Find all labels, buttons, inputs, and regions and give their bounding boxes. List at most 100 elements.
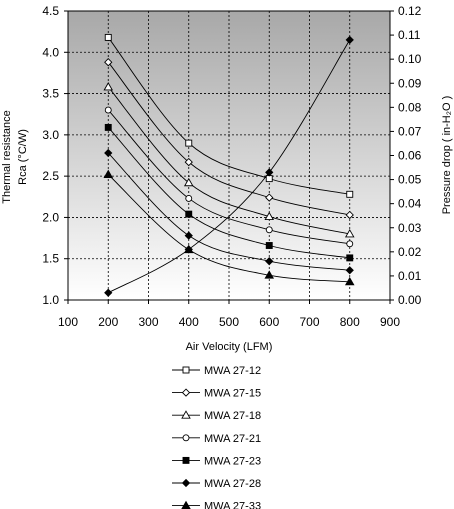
legend-marker xyxy=(181,388,191,397)
series-line xyxy=(107,61,350,216)
data-point-800 xyxy=(346,240,354,248)
legend-marker xyxy=(182,366,190,374)
legend-item: MWA 27-12 xyxy=(172,365,261,377)
data-point-600 xyxy=(264,211,275,221)
legend-item: MWA 27-21 xyxy=(172,433,261,445)
series-line xyxy=(107,174,350,283)
data-point-400 xyxy=(184,245,193,254)
data-point-600 xyxy=(265,168,274,177)
y-left-tick-label: 4.0 xyxy=(42,45,59,59)
x-axis-label: Air Velocity (LFM) xyxy=(186,341,273,353)
y-right-tick-label: 0.09 xyxy=(398,76,422,90)
y-axis-label-right: Pressure drop ( in-H₂O ) xyxy=(441,96,453,215)
data-point-400 xyxy=(184,231,193,240)
data-point-800 xyxy=(346,254,354,262)
series-mwa-27-18 xyxy=(103,82,355,238)
data-point-400 xyxy=(185,139,193,147)
data-point-200 xyxy=(104,123,112,131)
data-point-600 xyxy=(264,270,275,279)
legend-item: MWA 27-15 xyxy=(172,388,261,400)
data-point-600 xyxy=(265,257,274,266)
series-group xyxy=(103,33,355,297)
data-point-600 xyxy=(265,175,273,183)
y-left-tick-label: 2.5 xyxy=(42,169,59,183)
y-left-tick-label: 2.0 xyxy=(42,210,59,224)
data-point-400 xyxy=(185,194,193,202)
axes: 100 200 300 400 500 600 700 800 900 1.0 1.5 2.0 2.5 3… xyxy=(42,4,421,329)
data-point-800 xyxy=(345,35,354,45)
y-right-tick-label: 0.10 xyxy=(398,52,422,66)
x-tick-label: 200 xyxy=(98,315,118,329)
y-right-tick-label: 0.05 xyxy=(398,173,422,187)
series-line xyxy=(107,86,350,235)
y-left-tick-label: 1.0 xyxy=(42,293,59,307)
y-right-tick-label: 0.06 xyxy=(398,149,422,163)
y-right-tick-label: 0.03 xyxy=(398,221,422,235)
legend-item: MWA 27-28 xyxy=(172,478,261,490)
data-point-200 xyxy=(103,169,114,178)
x-tick-label: 900 xyxy=(380,315,400,329)
data-point-800 xyxy=(345,266,354,275)
data-point-200 xyxy=(104,106,112,114)
legend-item: MWA 27-18 xyxy=(172,410,261,422)
legend-label: MWA 27-28 xyxy=(204,478,261,490)
y-right-tick-label: 0.02 xyxy=(398,245,422,259)
data-point-800 xyxy=(345,210,354,220)
legend-label: MWA 27-18 xyxy=(204,410,261,422)
legend-item: MWA 27-23 xyxy=(172,455,261,467)
legend-label: MWA 27-23 xyxy=(204,455,261,467)
legend-label: MWA 27-33 xyxy=(204,501,261,509)
legend-marker xyxy=(182,456,190,464)
data-point-600 xyxy=(265,193,274,202)
legend-marker xyxy=(181,478,191,488)
legend-label: MWA 27-15 xyxy=(204,388,261,400)
y-right-tick-label: 0.01 xyxy=(398,269,422,283)
series-mwa-27-33 xyxy=(103,169,355,286)
x-tick-label: 400 xyxy=(179,315,199,329)
series-mwa-27-12 xyxy=(104,33,354,198)
y-right-tick-label: 0.11 xyxy=(398,28,421,42)
y-right-tick-label: 0.04 xyxy=(398,197,422,211)
data-point-600 xyxy=(265,226,273,234)
data-point-200 xyxy=(104,148,113,158)
data-point-200 xyxy=(104,33,112,41)
data-point-800 xyxy=(344,229,355,238)
y-left-tick-label: 3.5 xyxy=(42,87,59,101)
data-point-200 xyxy=(104,58,113,67)
x-tick-label: 700 xyxy=(299,315,319,329)
series-mwa-27-21 xyxy=(104,106,354,248)
series-line xyxy=(107,127,350,259)
y-left-tick-label: 1.5 xyxy=(42,252,59,266)
y-left-tick-label: 4.5 xyxy=(42,4,59,18)
y-right-tick-label: 0.07 xyxy=(398,124,422,138)
y-left-tick-label: 3.0 xyxy=(42,128,59,142)
x-tick-label: 100 xyxy=(58,315,78,329)
y-axis-label-left-line1: Thermal resistance xyxy=(1,110,13,204)
legend-marker xyxy=(181,500,191,509)
y-right-tick-label: 0.00 xyxy=(398,293,422,307)
legend-marker xyxy=(182,434,190,442)
data-point-800 xyxy=(346,190,354,198)
series-line xyxy=(107,152,350,271)
legend-label: MWA 27-21 xyxy=(204,433,261,445)
x-tick-label: 800 xyxy=(340,315,360,329)
series-mwa-27-15 xyxy=(104,58,354,220)
grid xyxy=(68,11,390,300)
data-point-400 xyxy=(185,210,193,218)
series-line xyxy=(108,39,351,294)
legend-marker xyxy=(181,410,191,419)
legend-item: MWA 27-33 xyxy=(172,501,261,509)
y-axis-label-left-line2: Rca (°C/W) xyxy=(17,129,29,185)
data-point-800 xyxy=(344,276,355,286)
data-point-600 xyxy=(265,242,273,249)
y-right-tick-label: 0.08 xyxy=(398,100,422,114)
data-point-400 xyxy=(184,157,193,167)
data-point-400 xyxy=(183,177,194,187)
series-line xyxy=(107,37,350,195)
series-line xyxy=(107,109,350,245)
legend: MWA 27-12 MWA 27-15 MWA 27-18 MWA 27-21 MWA … xyxy=(172,365,261,509)
x-tick-label: 600 xyxy=(259,315,279,329)
x-tick-label: 500 xyxy=(219,315,239,329)
series-pressure-drop xyxy=(104,35,354,297)
